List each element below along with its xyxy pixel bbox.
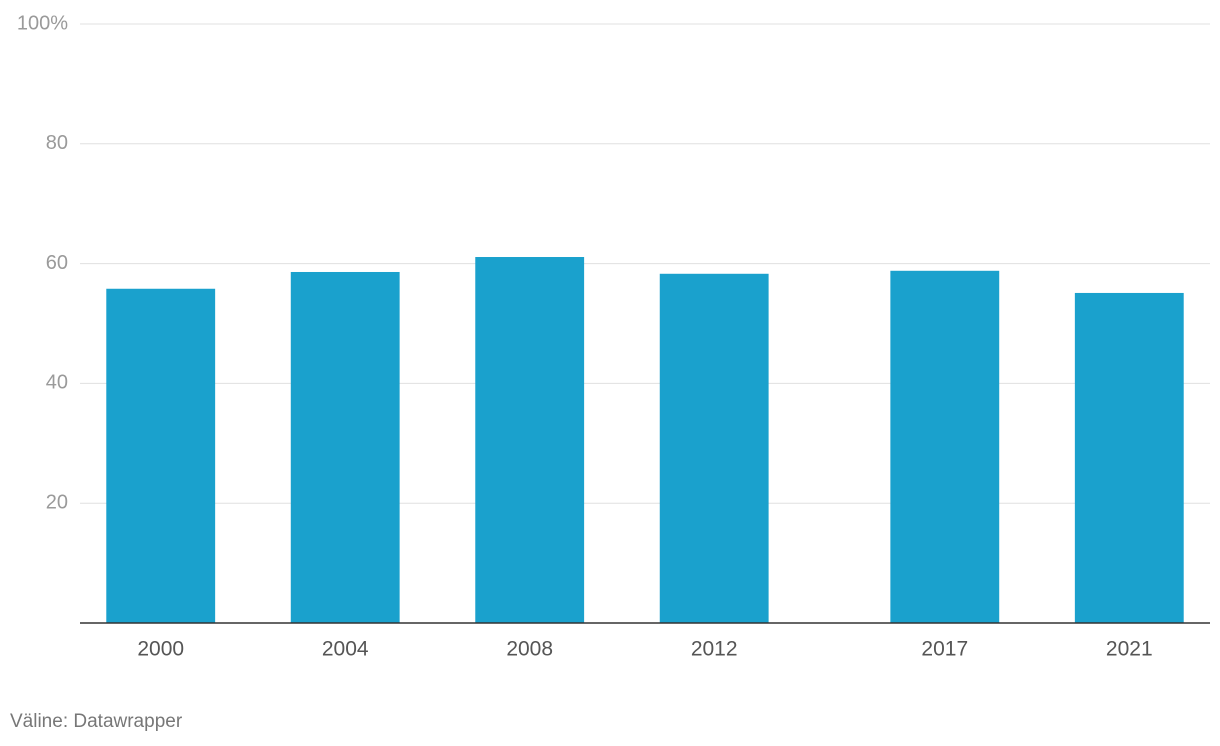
y-tick-label: 100%	[17, 12, 68, 34]
x-tick-label: 2000	[137, 638, 184, 661]
bar	[475, 257, 585, 623]
x-tick-label: 2017	[921, 638, 968, 661]
bar	[1074, 292, 1184, 623]
source: Väline: Datawrapper	[10, 711, 183, 732]
y-tick-label: 60	[46, 252, 68, 274]
bar	[290, 271, 400, 623]
y-tick-label: 40	[46, 372, 68, 394]
x-tick-label: 2021	[1106, 638, 1153, 661]
bar	[890, 270, 1000, 623]
bar	[659, 273, 769, 623]
x-tick-label: 2012	[691, 638, 738, 661]
y-tick-label: 80	[46, 132, 68, 154]
x-tick-label: 2008	[506, 638, 553, 661]
x-tick-label: 2004	[322, 638, 369, 661]
bar	[106, 288, 216, 623]
y-tick-label: 20	[46, 491, 68, 513]
